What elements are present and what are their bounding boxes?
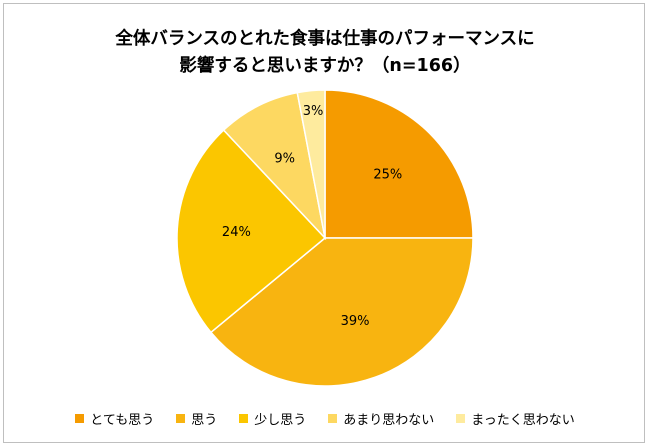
pie-data-label-2: 39% — [341, 314, 370, 329]
legend-item-5: まったく思わない — [456, 409, 575, 428]
legend-item-4: あまり思わない — [328, 409, 434, 428]
chart-title-line-2: 影響すると思いますか？（n=166） — [179, 56, 471, 76]
legend-label-4: あまり思わない — [343, 413, 435, 428]
chart-title-line-1: 全体バランスのとれた食事は仕事のパフォーマンスに — [115, 29, 535, 49]
pie-slice-1 — [324, 89, 474, 239]
pie-data-label-5: 3% — [303, 104, 324, 119]
pie-slice-4 — [222, 91, 327, 241]
chart-title: 全体バランスのとれた食事は仕事のパフォーマンスに 影響すると思いますか？（n=1… — [4, 26, 646, 80]
chart-area: 全体バランスのとれた食事は仕事のパフォーマンスに 影響すると思いますか？（n=1… — [3, 3, 645, 443]
legend-swatch-4 — [328, 414, 338, 423]
chart-legend: とても思う 思う 少し思う あまり思わない まったく思わない — [4, 409, 646, 428]
legend-swatch-3 — [239, 414, 249, 423]
legend-item-1: とても思う — [75, 409, 154, 428]
pie-data-label-1: 25% — [373, 168, 402, 183]
pie-data-label-4: 9% — [274, 151, 295, 166]
legend-label-2: 思う — [191, 413, 218, 428]
legend-label-1: とても思う — [90, 413, 155, 428]
pie-data-label-3: 24% — [222, 225, 251, 240]
legend-item-3: 少し思う — [239, 409, 306, 428]
pie-slice-3 — [176, 129, 327, 334]
pie-slice-5 — [296, 89, 326, 239]
legend-swatch-2 — [176, 414, 186, 423]
legend-swatch-1 — [75, 414, 85, 423]
legend-label-3: 少し思う — [254, 413, 307, 428]
pie-slice-2 — [209, 237, 474, 387]
pie-chart: 25% 39% 24% 9% 3% — [176, 89, 474, 387]
legend-label-5: まったく思わない — [471, 413, 575, 428]
legend-swatch-5 — [456, 414, 466, 423]
legend-item-2: 思う — [176, 409, 217, 428]
